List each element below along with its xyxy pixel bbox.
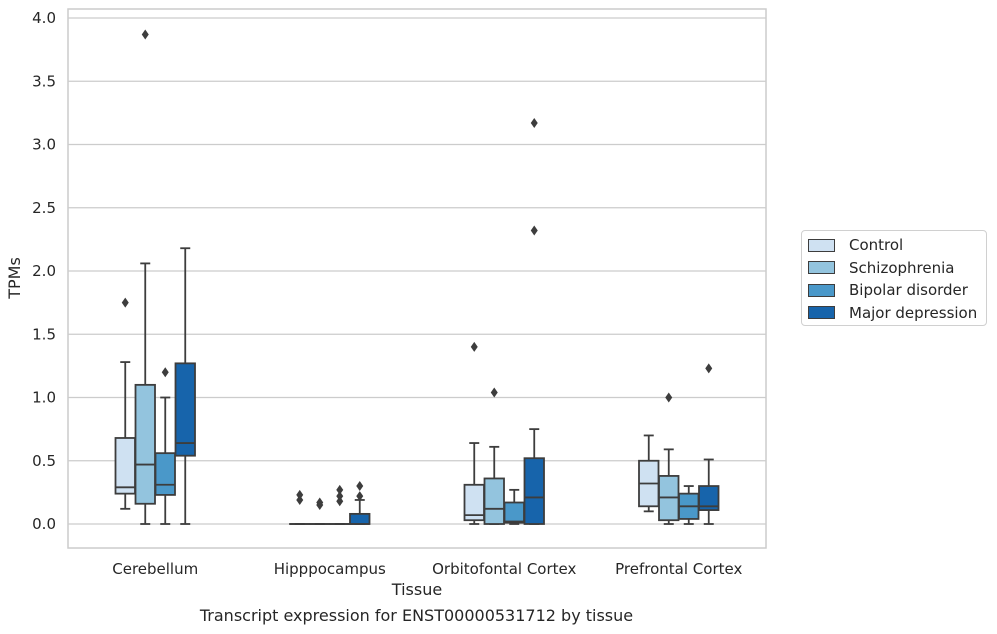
gridlines bbox=[68, 17, 766, 525]
outlier-point bbox=[141, 29, 149, 40]
legend-item: Schizophrenia bbox=[808, 258, 954, 278]
box-schizophrenia bbox=[658, 392, 680, 525]
y-tick-label: 3.5 bbox=[32, 72, 56, 90]
plot-border bbox=[67, 8, 767, 549]
outlier-point bbox=[490, 387, 498, 398]
box-major-depression bbox=[698, 363, 720, 525]
outlier-point bbox=[336, 484, 344, 495]
outlier-point bbox=[356, 481, 364, 492]
y-tick-label: 0.5 bbox=[32, 452, 56, 470]
x-tick-label: Orbitofontal Cortex bbox=[432, 560, 576, 578]
x-tick-label: Cerebellum bbox=[112, 560, 198, 578]
legend-label: Major depression bbox=[849, 303, 978, 322]
outlier-point bbox=[530, 225, 538, 236]
legend-label: Bipolar disorder bbox=[849, 281, 968, 299]
box-iqr bbox=[349, 512, 371, 525]
box-iqr bbox=[134, 383, 156, 505]
box-plot-marks bbox=[114, 29, 720, 525]
box-control bbox=[289, 489, 311, 525]
outlier-point bbox=[705, 363, 713, 374]
legend-item: Bipolar disorder bbox=[808, 280, 968, 300]
box-bipolar-disorder bbox=[503, 488, 525, 525]
outlier-point bbox=[161, 367, 169, 378]
legend-item: Major depression bbox=[808, 303, 977, 323]
outlier-point bbox=[336, 491, 344, 502]
box-iqr bbox=[154, 452, 176, 496]
box-iqr bbox=[114, 437, 136, 495]
outlier-point bbox=[296, 494, 304, 505]
y-tick-label: 0.0 bbox=[32, 515, 56, 533]
legend-swatch bbox=[808, 261, 835, 274]
outlier-point bbox=[530, 117, 538, 128]
axis-ticks: 0.0 0.5 1.0 1.5 2.0 2.5 3.0 3.5 4.0 Cerebellum Hip… bbox=[32, 9, 742, 578]
legend-swatch bbox=[808, 283, 835, 297]
y-tick-label: 1.0 bbox=[32, 389, 56, 407]
box-control bbox=[114, 297, 136, 510]
legend: Control Schizophrenia Bipolar disorder Majo… bbox=[801, 230, 987, 326]
y-tick-label: 3.0 bbox=[32, 136, 56, 154]
outlier-point bbox=[356, 491, 364, 502]
outlier-point bbox=[336, 496, 344, 507]
outlier-point bbox=[665, 392, 673, 403]
box-schizophrenia bbox=[134, 29, 156, 525]
box-schizophrenia bbox=[483, 387, 505, 525]
box-control bbox=[638, 434, 660, 513]
legend-swatch bbox=[808, 306, 835, 319]
legend-label: Control bbox=[849, 236, 904, 254]
chart-title: Transcript expression for ENST0000053171… bbox=[199, 606, 634, 625]
box-major-depression bbox=[523, 117, 545, 525]
plot-frame bbox=[67, 8, 767, 549]
y-tick-label: 2.0 bbox=[32, 262, 56, 280]
box-bipolar-disorder bbox=[154, 367, 176, 525]
box-iqr bbox=[503, 501, 525, 524]
y-tick-label: 2.5 bbox=[32, 199, 56, 217]
box-iqr bbox=[523, 457, 545, 525]
outlier-point bbox=[121, 297, 129, 308]
box-bipolar-disorder bbox=[329, 484, 351, 525]
x-tick-label: Prefrontal Cortex bbox=[615, 560, 742, 578]
x-tick-label: Hipppocampus bbox=[274, 560, 386, 578]
x-axis-label: Tissue bbox=[391, 580, 442, 599]
box-major-depression bbox=[349, 481, 371, 525]
legend-swatch bbox=[808, 238, 835, 252]
outlier-point bbox=[316, 497, 324, 508]
box-control bbox=[463, 341, 485, 525]
box-iqr bbox=[483, 477, 505, 525]
outlier-point bbox=[296, 489, 304, 500]
legend-item: Control bbox=[808, 235, 903, 255]
box-major-depression bbox=[174, 247, 196, 525]
y-tick-label: 4.0 bbox=[32, 9, 56, 27]
box-schizophrenia bbox=[309, 497, 331, 525]
y-axis-label: TPMs bbox=[5, 257, 24, 300]
box-iqr bbox=[174, 362, 196, 457]
box-iqr bbox=[698, 485, 720, 511]
y-tick-label: 1.5 bbox=[32, 325, 56, 343]
box-bipolar-disorder bbox=[678, 485, 700, 525]
legend-label: Schizophrenia bbox=[849, 258, 955, 277]
outlier-point bbox=[470, 341, 478, 352]
